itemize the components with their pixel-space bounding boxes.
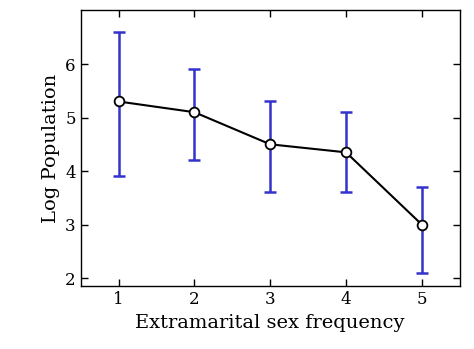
- X-axis label: Extramarital sex frequency: Extramarital sex frequency: [136, 314, 405, 332]
- Y-axis label: Log Population: Log Population: [42, 74, 60, 223]
